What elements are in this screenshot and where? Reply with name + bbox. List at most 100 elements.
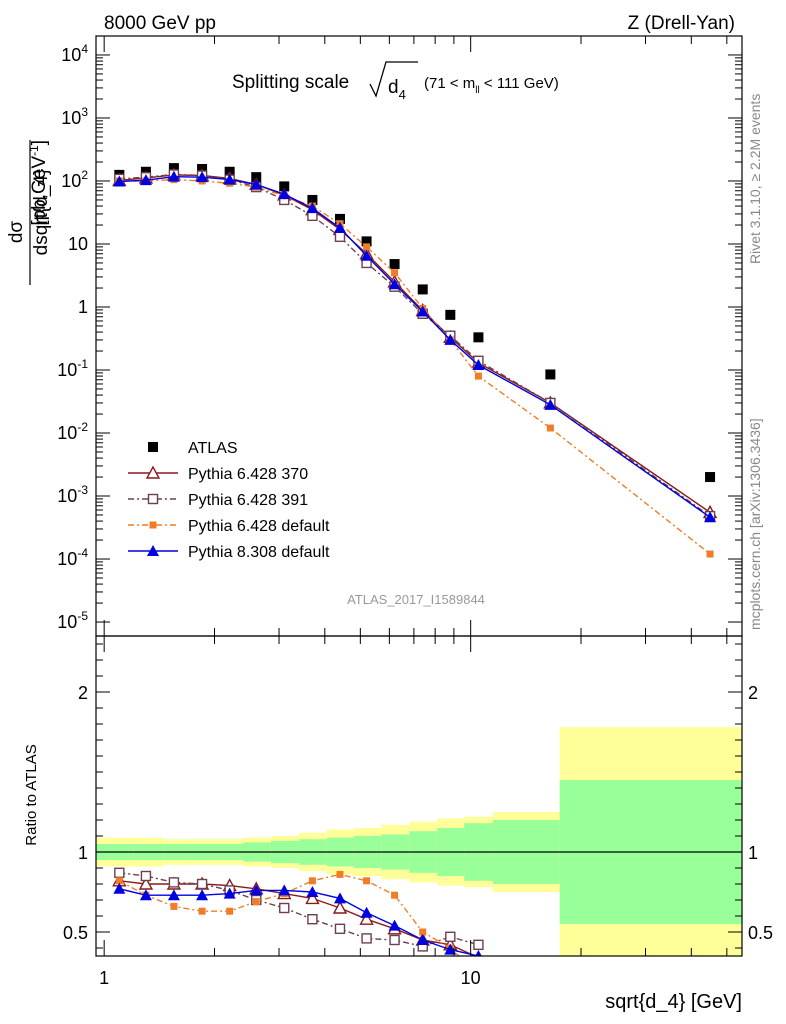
ratio-ytick-label: 1 [78,843,88,863]
ratio-series-py391 [114,867,484,952]
data-point-py8 [250,178,263,190]
title-main: Splitting scale [232,72,349,93]
ratio-ytick-label-right: 1 [748,843,758,863]
ratio-point-py8 [223,887,236,899]
xlabel: sqrt{d_4} [GeV] [605,991,742,1013]
xtick-label: 1 [99,968,109,988]
ratio-point-py391 [279,902,290,914]
ratio-point-py391 [168,877,180,888]
ratio-ylabel: Ratio to ATLAS [23,744,40,845]
energy-label: 8000 GeV pp [104,13,216,34]
ytick-label: 10 [68,234,88,254]
data-point-atlas [705,472,716,483]
data-point-py8 [472,359,485,371]
ratio-point-py6def [226,907,234,915]
ratio-point-py6def [363,877,371,885]
title-range-b: < 111 GeV) [480,75,559,92]
data-point-py8 [113,175,126,187]
title-range-a: (71 < m [424,75,475,92]
series-line-py370 [119,174,711,513]
title-symbol: d4 [388,77,406,102]
ytick-label: 10-5 [57,609,88,632]
legend-label: Pythia 6.428 391 [188,492,308,509]
legend-marker [147,493,159,505]
ratio-point-py8 [333,892,346,904]
ratio-point-py391 [361,933,372,944]
ratio-series-py370 [112,873,482,956]
legend-marker [145,465,161,479]
ytick-label: 102 [61,168,88,191]
ratio-point-py8 [360,906,373,918]
ratio-point-py391 [445,931,456,942]
ratio-ytick-label-right: 0.5 [748,923,773,943]
ytick-label: 10-1 [57,357,88,380]
data-point-py8 [223,173,236,185]
data-point-py6def [546,424,554,432]
data-point-py6def [474,372,482,380]
main-ylabel: dσ dsqrt{d_4} [pb,GeV-1] [6,140,52,285]
ratio-point-py391 [389,934,400,946]
ylabel-denominator: dsqrt{d_4} [31,169,52,256]
legend-marker [149,521,157,529]
data-point-py8 [167,170,180,182]
ratio-point-py6def [252,898,260,906]
data-point-atlas [389,259,400,270]
legend-item-py370: Pythia 6.428 370 [128,465,308,483]
legend-label: ATLAS [188,440,238,457]
data-point-py6def [391,269,399,277]
ratio-point-py370 [138,876,154,890]
ratio-point-py8 [139,889,152,901]
data-point-py8 [544,398,557,410]
ylabel-unit-text: [pb,GeV [29,156,50,226]
data-point-py8 [333,221,346,233]
data-point-atlas [417,284,428,295]
ratio-frame [95,635,743,957]
ratio-point-py8 [444,943,457,955]
ytick-label: 10-3 [57,483,88,506]
series-line-py6def [119,178,711,555]
legend-item-atlas: ATLAS [148,440,238,457]
ratio-ytick-label: 2 [78,683,88,703]
ratio-point-py391 [334,923,346,934]
data-point-py8 [388,278,401,290]
main-panel: 10-5 10-4 10-3 10-2 10-1 1 10 102 103 104 [57,35,743,637]
data-point-py8 [704,511,717,523]
ytick-label: 10-2 [57,420,88,443]
data-point-py8 [278,188,291,200]
sqrt-sign [369,61,418,98]
ratio-point-py370 [332,900,348,914]
data-point-atlas [361,236,372,247]
xtick-label: 10 [461,968,481,988]
series-atlas [114,163,716,483]
mcplots-label: mcplots.cern.ch [arXiv:1306.3436] [747,418,763,630]
data-point-atlas [473,332,484,343]
data-point-py8 [306,202,319,214]
ratio-point-py8 [250,884,263,896]
analysis-id: ATLAS_2017_I1589844 [347,592,485,607]
ratio-line-py8 [119,888,479,956]
ytick-label: 104 [61,42,88,65]
legend-marker [148,442,158,452]
ylabel-unit: [pb,GeV-1] [27,140,50,226]
ratio-point-py8 [388,919,401,931]
ratio-point-py391 [473,939,484,950]
series-line-py391 [119,173,711,517]
data-point-py8 [444,333,457,345]
legend-label: Pythia 6.428 default [188,518,330,535]
process-label: Z (Drell-Yan) [628,13,735,34]
title-range: (71 < mll < 111 GeV) [424,75,559,96]
ratio-point-py391 [196,878,208,890]
ratio-point-py391 [114,867,125,878]
ratio-point-py8 [278,884,291,896]
data-point-py8 [139,174,152,186]
data-point-py8 [360,249,373,261]
legend-marker [147,545,159,556]
data-point-py8 [196,171,209,183]
ratio-point-py6def [115,877,123,885]
ratio-point-py370 [359,911,374,925]
ratio-point-py6def [308,877,316,885]
ylabel-numerator: dσ [6,221,27,244]
legend: ATLAS Pythia 6.428 370 Pythia 6.428 391 Pyt… [128,440,330,561]
legend-item-py391: Pythia 6.428 391 [128,492,308,509]
